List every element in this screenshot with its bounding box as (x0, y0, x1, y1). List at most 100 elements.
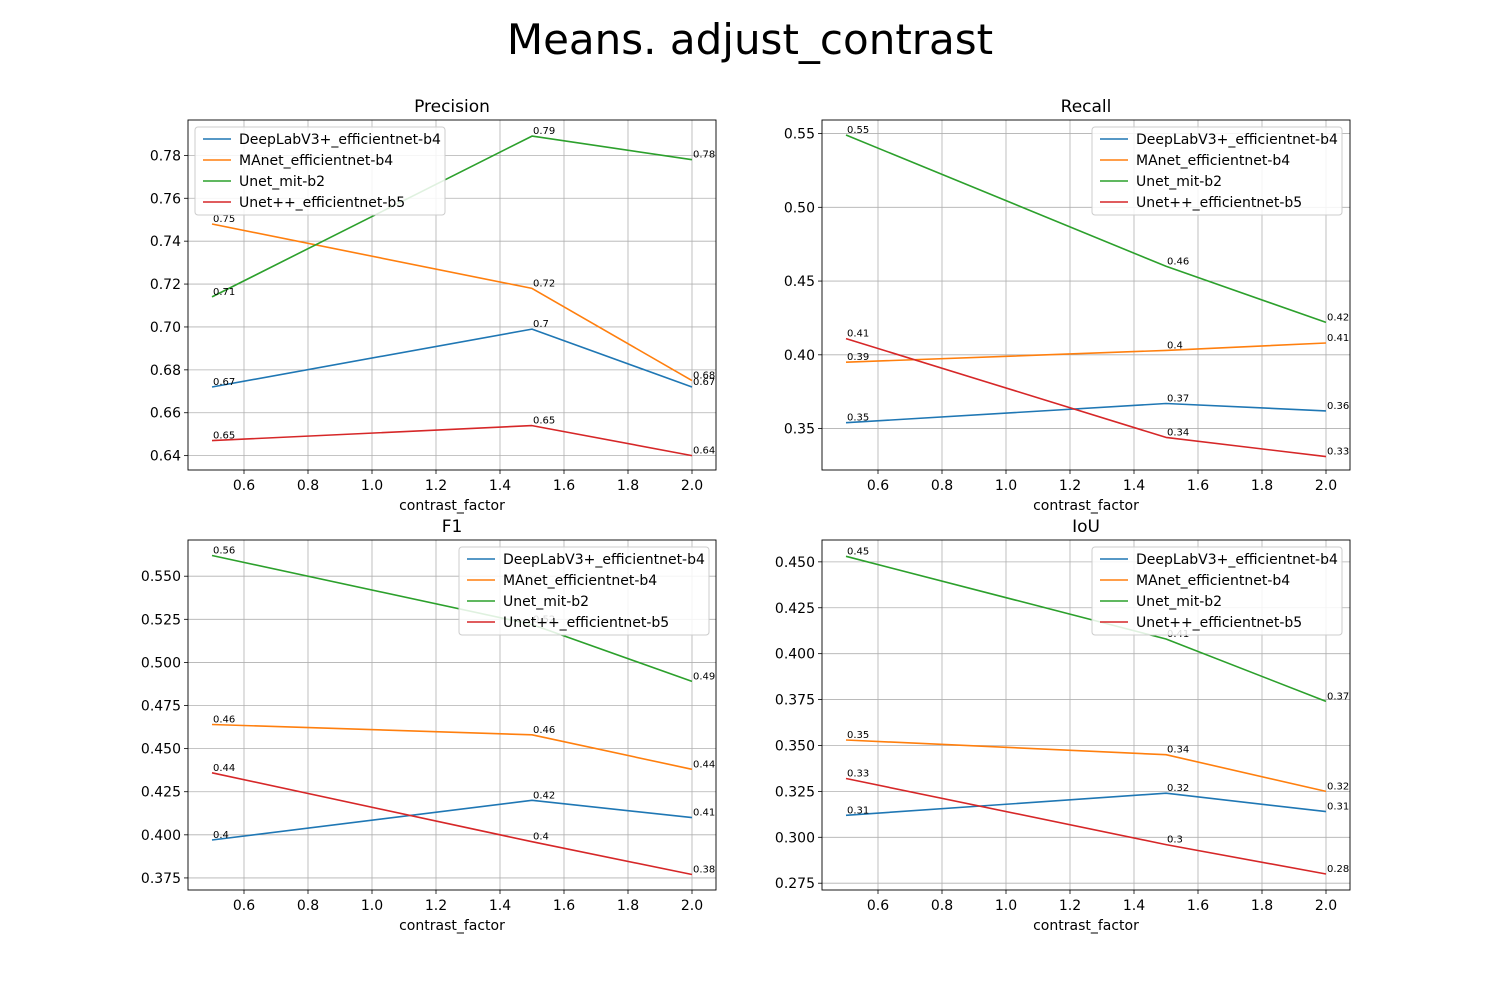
legend-label: DeepLabV3+_efficientnet-b4 (1136, 132, 1338, 148)
series-line-3 (211, 772, 693, 876)
data-label: 0.78 (693, 150, 715, 161)
data-label: 0.31 (847, 805, 869, 816)
x-tick-label: 1.8 (1251, 898, 1273, 914)
y-tick-label: 0.400 (141, 828, 181, 844)
x-tick-label: 1.0 (995, 898, 1017, 914)
legend-box (458, 546, 710, 636)
data-label: 0.49 (693, 671, 715, 682)
legend-label: Unet_mit-b2 (1136, 594, 1222, 610)
series-line-0 (211, 799, 693, 841)
x-tick-label: 1.2 (1059, 898, 1081, 914)
y-tick-label: 0.45 (784, 274, 815, 290)
data-label: 0.56 (213, 546, 235, 557)
legend-label: MAnet_efficientnet-b4 (239, 153, 393, 169)
data-label: 0.3 (1167, 835, 1183, 846)
x-tick-label: 0.8 (297, 478, 319, 494)
series-line-0 (845, 402, 1327, 424)
subplot-f1: 0.6 0.8 1.0 1.2 1.4 1.6 1.8 2.0 0.375 0.400 0.425 0… (141, 517, 717, 934)
x-tick-label: 1.0 (995, 478, 1017, 494)
legend-box (194, 126, 446, 216)
x-tick-label: 2.0 (681, 898, 703, 914)
y-tick-label: 0.400 (775, 647, 815, 663)
data-label: 0.42 (533, 790, 555, 801)
data-label: 0.32 (1327, 781, 1349, 792)
y-tick-label: 0.74 (150, 234, 181, 250)
x-tick-label: 2.0 (1315, 898, 1337, 914)
x-tick-label: 1.2 (425, 478, 447, 494)
legend: DeepLabV3+_efficientnet-b4 MAnet_efficien… (458, 546, 710, 636)
data-label: 0.65 (533, 416, 555, 427)
y-tick-label: 0.375 (775, 693, 815, 709)
series-line-3 (845, 777, 1327, 875)
legend-label: Unet++_efficientnet-b5 (239, 195, 405, 211)
x-axis-label: contrast_factor (399, 498, 505, 514)
x-tick-label: 0.8 (931, 898, 953, 914)
data-label: 0.46 (1167, 256, 1189, 267)
y-tick-label: 0.64 (150, 449, 181, 465)
y-tick-label: 0.525 (141, 612, 181, 628)
x-tick-label: 0.6 (233, 478, 255, 494)
y-tick-label: 0.350 (775, 738, 815, 754)
data-label: 0.55 (847, 125, 869, 136)
x-tick-label: 1.8 (617, 898, 639, 914)
y-tick-label: 0.475 (141, 699, 181, 715)
data-label: 0.45 (847, 546, 869, 557)
legend: DeepLabV3+_efficientnet-b4 MAnet_efficien… (1091, 546, 1343, 636)
y-tick-label: 0.78 (150, 148, 181, 164)
x-tick-label: 1.0 (361, 898, 383, 914)
data-label: 0.38 (693, 864, 715, 875)
series-line-1 (845, 342, 1327, 363)
x-tick-label: 1.4 (489, 898, 511, 914)
x-tick-label: 1.4 (1123, 898, 1145, 914)
x-axis-label: contrast_factor (1033, 498, 1139, 514)
legend-label: MAnet_efficientnet-b4 (503, 573, 657, 589)
figure-title: Means. adjust_contrast (507, 15, 993, 64)
series-line-0 (845, 792, 1327, 817)
y-tick-label: 0.450 (141, 742, 181, 758)
data-label: 0.33 (847, 769, 869, 780)
subplot-title: Recall (1061, 97, 1112, 117)
data-label: 0.39 (847, 352, 869, 363)
x-axis-label: contrast_factor (1033, 918, 1139, 934)
y-tick-label: 0.50 (784, 200, 815, 216)
data-label: 0.41 (693, 808, 715, 819)
series-line-2 (845, 555, 1327, 703)
y-tick-label: 0.325 (775, 784, 815, 800)
x-tick-label: 1.6 (1187, 478, 1209, 494)
data-label: 0.4 (213, 830, 229, 841)
data-label: 0.67 (213, 377, 235, 388)
legend-box (1091, 546, 1343, 636)
y-tick-label: 0.40 (784, 348, 815, 364)
data-label: 0.34 (1167, 427, 1189, 438)
data-label: 0.79 (533, 126, 555, 137)
legend-label: DeepLabV3+_efficientnet-b4 (503, 552, 705, 568)
data-label: 0.35 (847, 413, 869, 424)
data-label: 0.46 (213, 714, 235, 725)
y-tick-label: 0.425 (775, 601, 815, 617)
legend: DeepLabV3+_efficientnet-b4 MAnet_efficien… (194, 126, 446, 216)
x-tick-label: 0.8 (931, 478, 953, 494)
data-label: 0.31 (1327, 802, 1349, 813)
legend-label: MAnet_efficientnet-b4 (1136, 153, 1290, 169)
x-tick-label: 1.6 (1187, 898, 1209, 914)
subplot-iou: 0.6 0.8 1.0 1.2 1.4 1.6 1.8 2.0 0.275 0.300 0.325 0… (775, 517, 1351, 934)
data-label: 0.4 (533, 832, 549, 843)
legend-label: Unet++_efficientnet-b5 (1136, 615, 1302, 631)
x-tick-label: 0.8 (297, 898, 319, 914)
data-label: 0.67 (693, 377, 715, 388)
legend-box (1091, 126, 1343, 216)
y-tick-label: 0.35 (784, 422, 815, 438)
x-tick-label: 2.0 (681, 478, 703, 494)
subplot-title: F1 (442, 517, 463, 537)
x-tick-label: 1.2 (1059, 478, 1081, 494)
y-tick-label: 0.300 (775, 830, 815, 846)
x-tick-label: 0.6 (867, 478, 889, 494)
data-label: 0.37 (1167, 393, 1189, 404)
subplot-title: Precision (414, 97, 490, 117)
data-label: 0.36 (1327, 401, 1349, 412)
axes-frame (821, 539, 1351, 891)
data-label: 0.34 (1167, 745, 1189, 756)
series-line-2 (845, 134, 1327, 324)
series-line-3 (211, 424, 693, 457)
